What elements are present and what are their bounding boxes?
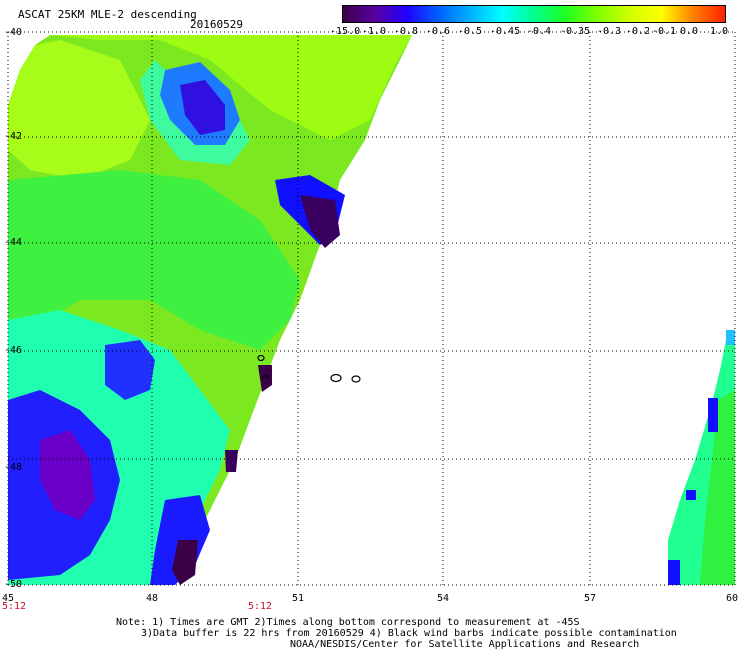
- colorbar-label: -0.1: [652, 26, 677, 37]
- lat-label: -48: [4, 462, 23, 473]
- swath-west: [8, 35, 412, 585]
- swath-west-edge-purple-2: [258, 365, 272, 392]
- map-date: 20160529: [190, 18, 243, 31]
- colorbar-label: -0.35: [560, 26, 591, 37]
- lon-label: 51: [292, 593, 305, 604]
- island-4: [261, 374, 269, 380]
- colorbar-label: 0.0: [680, 26, 699, 37]
- lon-label: 48: [146, 593, 159, 604]
- colorbar-labels: -15.0 -1.0 -0.8 -0.6 -0.5 -0.45 -0.4 -0.…: [330, 26, 730, 38]
- swath-west-blue-2: [105, 340, 155, 400]
- time-label: 5:12: [2, 601, 27, 612]
- colorbar-label: -0.5: [458, 26, 483, 37]
- note-line-3: NOAA/NESDIS/Center for Satellite Applica…: [290, 639, 640, 650]
- colorbar-label: -0.6: [426, 26, 451, 37]
- swath-west-yellowgreen-2: [8, 40, 150, 180]
- lat-label: -46: [4, 345, 23, 356]
- swath-west-bottom-purple: [172, 540, 198, 585]
- swath-west-blue-3-core: [180, 80, 225, 135]
- colorbar-label: 1.0: [710, 26, 729, 37]
- colorbar-label: -0.4: [527, 26, 552, 37]
- swath-east-blue-1: [708, 398, 718, 432]
- swath-west-edge-purple: [300, 195, 340, 248]
- colorbar-label: -0.3: [597, 26, 622, 37]
- lon-label: 57: [584, 593, 597, 604]
- colorbar-label: -1.0: [362, 26, 387, 37]
- lon-label: 60: [726, 593, 739, 604]
- grid: [7, 31, 736, 586]
- lat-label: -44: [4, 237, 23, 248]
- island-2: [351, 375, 361, 383]
- colorbar: [342, 5, 726, 23]
- colorbar-label: -0.2: [626, 26, 651, 37]
- time-label: 5:12: [248, 601, 273, 612]
- swath-east: [668, 330, 735, 585]
- lon-label: 45: [2, 593, 15, 604]
- swath-east-blue-4: [726, 330, 735, 345]
- swath-west-yellowgreen: [50, 35, 412, 140]
- lat-label: -40: [4, 27, 23, 38]
- swath-east-green: [700, 390, 735, 585]
- island-outlines: [257, 354, 361, 383]
- lat-label: -50: [4, 579, 23, 590]
- lon-label: 54: [437, 593, 450, 604]
- note-line-2: 3)Data buffer is 22 hrs from 20160529 4)…: [141, 628, 677, 639]
- swath-west-green: [8, 170, 300, 350]
- colorbar-label: -15.0: [330, 26, 361, 37]
- lat-label: -42: [4, 131, 23, 142]
- note-line-1: Note: 1) Times are GMT 2)Times along bot…: [116, 617, 580, 628]
- island-3: [257, 354, 265, 362]
- swath-west-purple: [40, 430, 95, 520]
- swath-east-blue-3: [686, 490, 696, 500]
- swath-east-blue-2: [668, 560, 680, 585]
- map-title: ASCAT 25KM MLE-2 descending: [18, 8, 197, 21]
- island-1: [330, 373, 342, 383]
- colorbar-label: -0.45: [490, 26, 521, 37]
- swath-west-edge-purple-3: [225, 450, 238, 472]
- colorbar-label: -0.8: [394, 26, 419, 37]
- swath-west-cyan-ring: [140, 60, 250, 165]
